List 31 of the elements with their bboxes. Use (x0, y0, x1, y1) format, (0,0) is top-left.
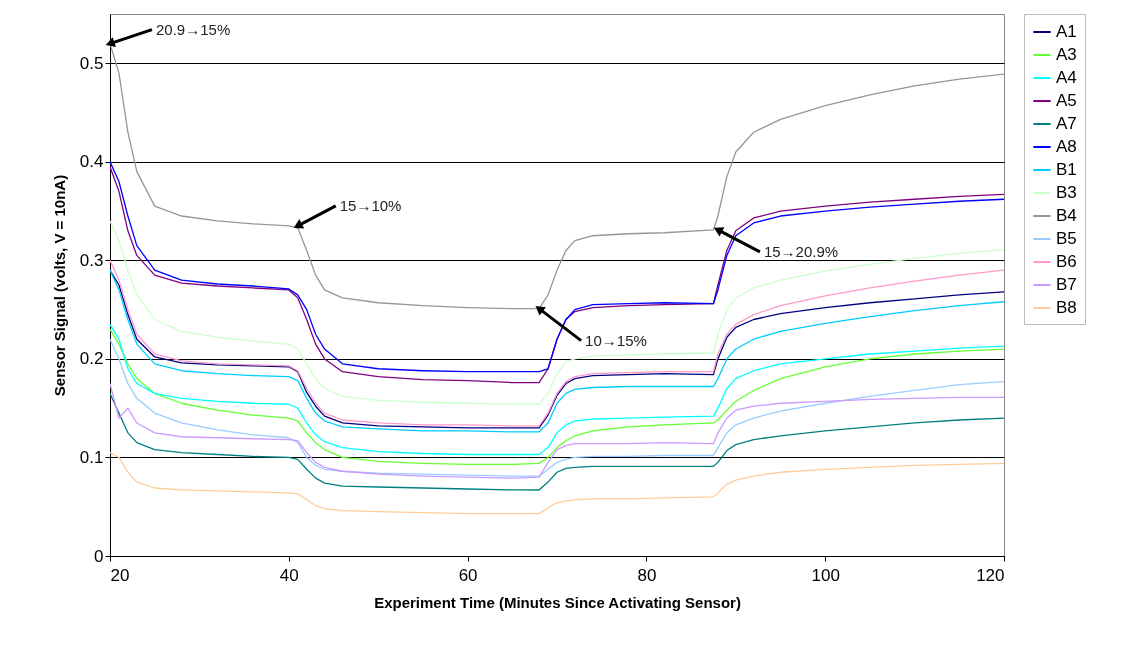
y-tick-label: 0.5 (79, 53, 104, 73)
legend-label: A7 (1056, 114, 1077, 133)
x-tick-label: 40 (279, 565, 299, 585)
legend-label: B7 (1056, 275, 1077, 294)
x-tick-label: 120 (976, 565, 1005, 585)
legend-label: B1 (1056, 160, 1077, 179)
y-tick-label: 0.3 (79, 250, 104, 270)
legend-label: B4 (1056, 206, 1077, 225)
y-tick-label: 0.4 (79, 152, 104, 172)
legend-label: A1 (1056, 22, 1077, 41)
legend-label: A8 (1056, 137, 1077, 156)
legend-label: B6 (1056, 252, 1077, 271)
x-tick-label: 60 (458, 565, 478, 585)
legend-label: A3 (1056, 45, 1077, 64)
x-axis-title: Experiment Time (Minutes Since Activating Sensor) (374, 593, 741, 611)
annotation: 15→20.9% (763, 242, 839, 260)
y-tick-label: 0.2 (79, 349, 104, 369)
legend-label: B5 (1056, 229, 1077, 248)
legend-label: A5 (1056, 91, 1077, 110)
annotation: 15→10% (339, 196, 402, 214)
annotation: 20.9→15% (156, 20, 231, 38)
x-tick-label: 80 (637, 565, 657, 585)
legend-label: A4 (1056, 68, 1077, 87)
x-tick-label: 100 (811, 565, 840, 585)
x-tick-label: 20 (110, 565, 130, 585)
y-axis-title: Sensor Signal (volts, V = 10nA) (50, 174, 68, 397)
legend-label: B8 (1056, 298, 1077, 317)
y-tick-label: 0.1 (79, 447, 104, 467)
annotation: 10→15% (585, 331, 647, 349)
legend-label: B3 (1056, 183, 1077, 202)
y-tick-label: 0 (94, 546, 104, 566)
